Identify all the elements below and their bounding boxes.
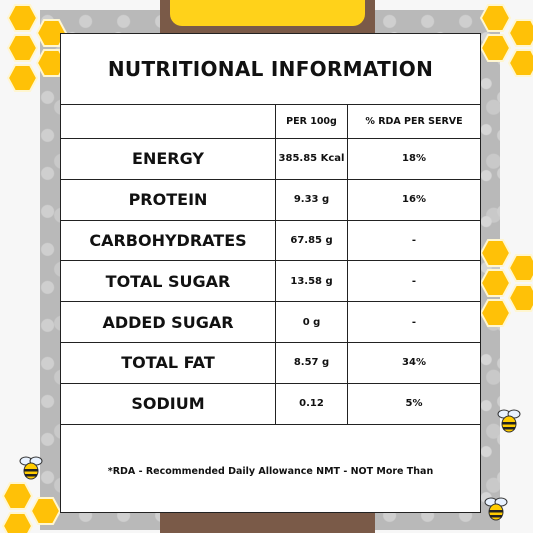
rda-value: 34% (347, 342, 480, 383)
bee-icon (496, 405, 522, 435)
per-100g-value: 13.58 g (275, 261, 347, 302)
per-100g-value: 385.85 Kcal (275, 139, 347, 179)
rda-value: 16% (347, 179, 480, 220)
nutrient-label: CARBOHYDRATES (89, 230, 247, 250)
table-row: PROTEIN 9.33 g 16% (61, 179, 480, 221)
table-row: CARBOHYDRATES 67.85 g - (61, 220, 480, 262)
per-100g-value: 67.85 g (275, 220, 347, 261)
honeycomb-decoration-bottom-left (0, 478, 60, 533)
rda-value: - (347, 261, 480, 302)
table-row: TOTAL FAT 8.57 g 34% (61, 342, 480, 384)
nutrient-label: TOTAL SUGAR (105, 271, 231, 291)
honey-drip (170, 0, 365, 26)
nutrient-label: TOTAL FAT (121, 353, 215, 373)
page-title: NUTRITIONAL INFORMATION (107, 57, 434, 81)
footnote: *RDA - Recommended Daily Allowance NMT -… (107, 465, 434, 477)
nutrient-label: PROTEIN (128, 190, 208, 210)
honeycomb-decoration-right (478, 235, 533, 345)
nutrition-table: PER 100g % RDA PER SERVE ENERGY 385.85 K… (61, 104, 480, 425)
table-row: ADDED SUGAR 0 g - (61, 302, 480, 343)
bee-icon (18, 452, 44, 482)
rda-value: 5% (347, 383, 480, 424)
per-100g-value: 0 g (275, 302, 347, 342)
header-per-100g: PER 100g (275, 105, 347, 138)
nutrient-label: ENERGY (132, 149, 204, 169)
nutrition-card: NUTRITIONAL INFORMATION PER 100g % RDA P… (60, 33, 481, 513)
table-row: SODIUM 0.12 5% (61, 383, 480, 425)
rda-value: 18% (347, 139, 480, 179)
header-label-cell (61, 105, 275, 138)
per-100g-value: 8.57 g (275, 342, 347, 383)
table-row: TOTAL SUGAR 13.58 g - (61, 261, 480, 303)
rda-value: - (347, 302, 480, 342)
table-row: ENERGY 385.85 Kcal 18% (61, 139, 480, 180)
nutrient-label: ADDED SUGAR (102, 312, 234, 332)
per-100g-value: 0.12 (275, 383, 347, 424)
honeycomb-decoration-top-right (478, 0, 533, 95)
per-100g-value: 9.33 g (275, 179, 347, 220)
nutrient-label: SODIUM (131, 394, 205, 414)
header-rda: % RDA PER SERVE (347, 105, 480, 138)
table-header-row: PER 100g % RDA PER SERVE (61, 105, 480, 139)
bee-icon (483, 493, 509, 523)
rda-value: - (347, 220, 480, 261)
